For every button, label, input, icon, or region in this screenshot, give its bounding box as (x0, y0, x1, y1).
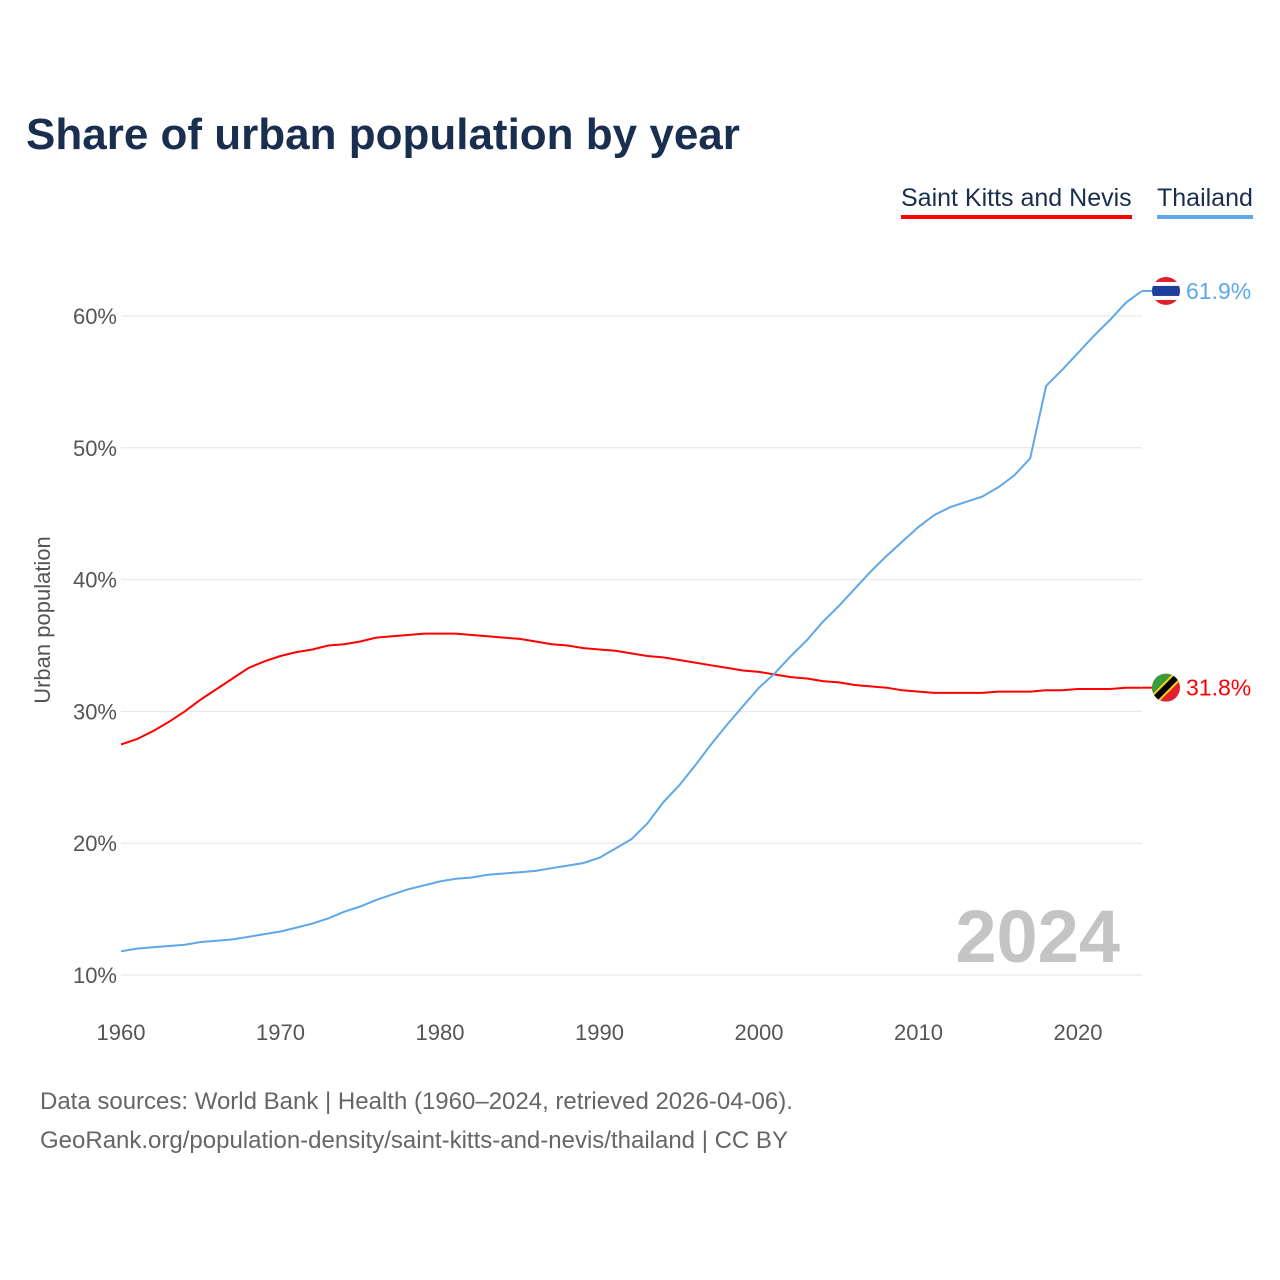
x-tick-label: 2010 (894, 1020, 943, 1045)
saint-kitts-and-nevis-flag-icon (1152, 673, 1180, 702)
x-tick-label: 1960 (97, 1020, 146, 1045)
flag-blue (1152, 285, 1180, 296)
source-line-1: Data sources: World Bank | Health (1960–… (40, 1088, 793, 1115)
y-axis-label: Urban population (30, 536, 55, 704)
flag-body (1152, 673, 1180, 702)
x-tick-label: 2000 (735, 1020, 784, 1045)
source-line-2[interactable]: GeoRank.org/population-density/saint-kit… (40, 1127, 788, 1154)
legend-saint-kitts-and-nevis[interactable]: Saint Kitts and Nevis (901, 184, 1132, 219)
x-tick-label: 1970 (256, 1020, 305, 1045)
x-tick-label: 1980 (416, 1020, 465, 1045)
flag-body (1152, 276, 1180, 305)
y-tick-label: 50% (73, 436, 117, 461)
y-tick-label: 10% (73, 963, 117, 988)
legend-thailand[interactable]: Thailand (1157, 184, 1253, 219)
y-tick-label: 30% (73, 699, 117, 724)
y-tick-label: 40% (73, 568, 117, 593)
end-value-label: 31.8% (1186, 675, 1251, 701)
thailand-flag-icon (1152, 276, 1180, 305)
x-tick-label: 1990 (575, 1020, 624, 1045)
y-tick-label: 20% (73, 831, 117, 856)
series-line-saint-kitts-and-nevis (120, 632, 1142, 746)
chart-title: Share of urban population by year (26, 110, 740, 159)
y-tick-label: 60% (73, 304, 117, 329)
x-tick-label: 2020 (1054, 1020, 1103, 1045)
end-value-label: 61.9% (1186, 278, 1251, 304)
series-line-thailand (120, 290, 1143, 953)
year-watermark: 2024 (955, 895, 1120, 978)
